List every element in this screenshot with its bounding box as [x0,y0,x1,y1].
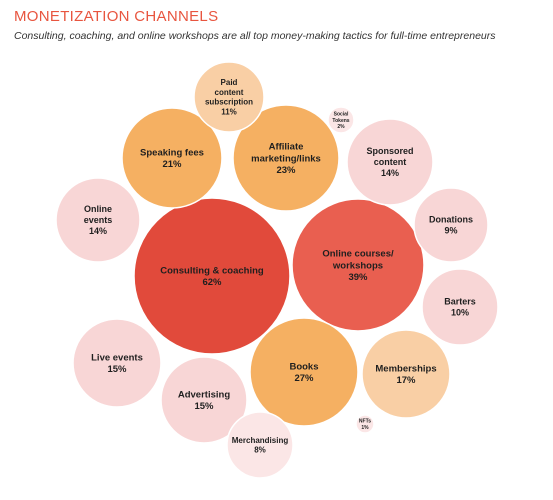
bubble-label: Donations [429,215,473,225]
bubble-value: 17% [396,375,416,386]
bubble-label: events [84,215,113,225]
bubble-value: 62% [202,277,222,288]
bubble-circle [133,197,291,355]
bubble-value: 10% [451,308,469,318]
bubble-label: Consulting & coaching [160,266,264,277]
bubble-label: content [374,157,407,167]
bubble-value: 1% [361,425,369,431]
bubble-label: Paid [221,78,238,87]
bubble-label: Speaking fees [140,148,204,159]
bubble-circle [361,329,451,419]
bubble-value: 14% [89,226,107,236]
bubble-label: marketing/links [251,153,321,164]
bubble-circle [55,177,141,263]
bubble-circle [160,356,248,444]
bubble-value: 14% [381,168,399,178]
bubble-circle [421,268,499,346]
bubble-label: Barters [444,297,476,307]
bubble-value: 39% [348,272,368,283]
bubble-value: 15% [194,401,214,412]
bubble-label: Live events [91,353,143,364]
bubble-value: 23% [276,165,296,176]
bubble-label: Memberships [375,364,436,375]
bubble-value: 2% [337,124,345,130]
bubble-label: Social [334,112,349,118]
bubble-label: subscription [205,98,253,107]
bubble-label: NFTs [359,419,371,425]
bubble-circle [346,118,434,206]
bubble-circle [249,317,359,427]
bubble-label: Merchandising [232,436,289,445]
bubble-label: Online [84,204,112,214]
bubble-circle [327,106,355,134]
bubble-circle [72,318,162,408]
chart-title: MONETIZATION CHANNELS [14,8,219,25]
bubble-label: Advertising [178,390,230,401]
bubble-label: Sponsored [366,146,413,156]
bubble-circle [226,411,294,479]
bubble-value: 11% [221,107,237,116]
bubble-label: Tokens [332,118,349,124]
bubble-label: Online courses/ [322,249,394,260]
bubble-label: workshops [332,260,383,271]
bubble-circle [121,107,223,209]
bubble-circle [355,414,375,434]
bubble-circle [413,187,489,263]
bubble-circle [291,198,425,332]
bubble-label: Affiliate [269,142,304,153]
chart-subtitle: Consulting, coaching, and online worksho… [14,30,496,42]
bubble-label: Books [289,362,318,373]
bubble-value: 8% [254,446,266,455]
bubble-label: content [215,88,244,97]
bubble-circle [193,61,265,133]
bubble-value: 27% [294,373,314,384]
bubble-value: 9% [444,226,457,236]
bubble-circle [232,104,340,212]
bubble-value: 21% [162,159,182,170]
bubble-value: 15% [107,364,127,375]
